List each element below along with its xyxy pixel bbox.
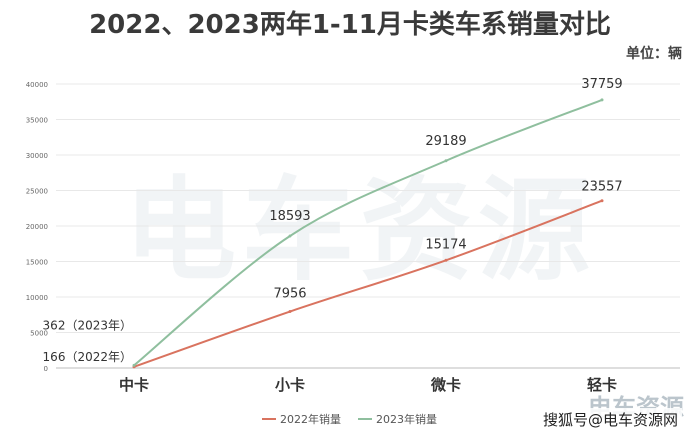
y-tick-label: 5000 bbox=[30, 330, 48, 338]
chart-title: 2022、2023两年1-11月卡类车系销量对比 bbox=[89, 9, 611, 40]
y-tick-label: 40000 bbox=[26, 81, 48, 89]
y-tick-label: 15000 bbox=[26, 259, 48, 267]
data-point bbox=[444, 159, 448, 163]
data-point bbox=[288, 234, 292, 238]
x-tick-label: 中卡 bbox=[119, 376, 149, 394]
x-tick-label: 小卡 bbox=[275, 376, 305, 394]
series-line-2 bbox=[133, 98, 603, 367]
y-tick-label: 0 bbox=[44, 365, 48, 373]
x-tick-label: 微卡 bbox=[430, 376, 461, 394]
data-label: 23557 bbox=[581, 180, 622, 195]
data-point bbox=[288, 310, 292, 314]
data-point bbox=[444, 258, 448, 262]
unit-label: 单位：辆 bbox=[626, 45, 682, 62]
y-tick-label: 30000 bbox=[26, 152, 48, 160]
series-line-1 bbox=[133, 199, 603, 368]
data-label: 29189 bbox=[425, 134, 466, 149]
data-label: 37759 bbox=[581, 77, 622, 92]
footer-credit: 搜狐号@电车资源网 bbox=[538, 408, 682, 431]
data-label: 15174 bbox=[425, 237, 466, 252]
data-label: 362（2023年） bbox=[43, 318, 132, 332]
data-point bbox=[600, 98, 604, 102]
y-tick-label: 10000 bbox=[26, 294, 48, 302]
data-point bbox=[132, 363, 136, 367]
data-label: 166（2022年） bbox=[43, 350, 132, 364]
data-label: 18593 bbox=[269, 209, 310, 224]
legend-label: 2023年销量 bbox=[376, 412, 437, 426]
y-tick-label: 20000 bbox=[26, 223, 48, 231]
legend-label: 2022年销量 bbox=[280, 412, 341, 426]
y-tick-label: 35000 bbox=[26, 117, 48, 125]
x-tick-label: 轻卡 bbox=[587, 376, 617, 394]
data-label: 7956 bbox=[273, 287, 306, 302]
y-tick-label: 25000 bbox=[26, 188, 48, 196]
data-point bbox=[600, 199, 604, 203]
